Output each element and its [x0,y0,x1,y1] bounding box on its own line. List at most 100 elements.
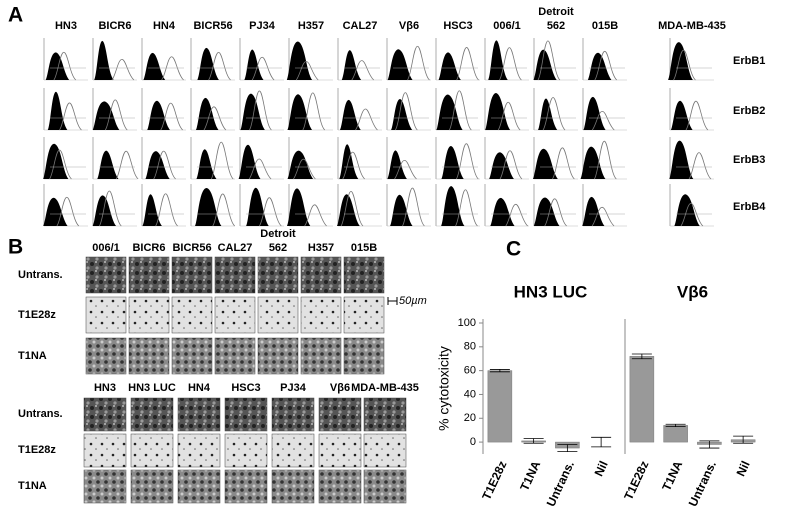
histogram-outline [505,203,529,227]
micrograph [83,397,127,432]
histogram-outline [258,197,282,227]
bar [629,356,655,443]
micrograph [224,397,268,432]
x-tick-label: Untrans. [686,459,719,509]
micrograph [224,433,268,468]
cell-line-label: H357 [298,20,324,32]
cell-line-label: HN4 [153,20,176,32]
y-tick-label: 40 [464,388,476,400]
receptor-label: ErbB2 [733,105,765,117]
histogram [339,144,359,179]
micrograph [177,469,221,504]
cell-line-label: 562 [547,20,565,32]
histogram-outline [161,56,184,81]
histogram [244,49,264,80]
histogram-outline [155,193,178,227]
histogram [533,197,560,226]
histogram [580,146,606,179]
histogram-outline [98,190,122,227]
histogram-outline [544,198,567,227]
histogram [143,52,166,80]
sample-label: HN3 LUC [128,382,176,394]
panel-label: C [506,238,521,261]
micrograph [318,433,362,468]
histogram-outline [537,40,561,81]
cell-line-label: BICR56 [193,20,232,32]
micrograph [318,397,362,432]
histogram [147,100,170,130]
histogram [43,197,68,226]
histogram-outline [355,108,378,131]
receptor-label: ErbB1 [733,55,765,67]
sample-label: 562 [269,242,287,254]
cell-line-label: CAL27 [343,20,378,32]
histogram [286,41,313,80]
histogram [390,194,413,226]
histogram-outline [249,90,272,131]
histogram-outline [104,99,128,131]
histogram [142,194,162,226]
histogram [92,195,117,226]
x-tick-label: Untrans. [544,459,577,509]
micrograph [177,433,221,468]
sample-label: HN3 [94,382,116,394]
bar [487,370,513,443]
micrograph [318,469,362,504]
sample-label: 015B [351,242,377,254]
micrograph [128,337,170,375]
histogram-outline [685,100,709,131]
histogram-outline [594,50,618,81]
histogram [195,187,222,226]
histogram-outline [59,102,82,131]
row-label: T1NA [18,350,47,362]
histogram [387,150,407,179]
bar [663,425,688,443]
histogram [287,150,314,179]
histogram-outline [248,158,272,180]
x-tick-label: T1NA [659,458,685,493]
histogram-outline [115,150,139,180]
histogram-outline [351,60,375,81]
histogram [43,143,69,179]
histogram [441,186,465,226]
micrograph [300,337,342,375]
histogram-outline [497,101,521,131]
micrograph [300,296,342,334]
histogram [287,94,313,130]
histogram-outline [394,159,417,180]
micrograph [214,256,256,294]
micrograph [85,296,127,334]
micrograph [214,337,256,375]
sample-label: 006/1 [92,242,120,254]
panel-label: A [8,4,23,27]
histogram-outline [342,151,365,180]
sample-label: BICR56 [172,242,211,254]
y-tick-label: 100 [458,317,476,329]
histogram-outline [688,152,712,180]
sample-label: Vβ6 [330,382,350,394]
histogram [336,194,360,226]
histogram [490,197,515,226]
histogram [97,150,119,179]
micrograph [171,337,213,375]
micrograph [271,397,315,432]
cell-line-label: PJ34 [249,20,276,32]
cell-line-label: HN3 [55,20,77,32]
histogram [92,101,120,130]
panel-label: B [8,236,23,259]
histogram [240,93,265,130]
histogram-outline [302,92,326,131]
histogram [485,93,511,130]
micrograph [171,256,213,294]
histogram [533,49,557,80]
chart-title: Vβ6 [677,282,708,301]
histogram [587,52,612,80]
row-label: T1NA [18,480,47,492]
micrograph [83,433,127,468]
histogram-outline [552,147,575,180]
histogram-outline [111,58,135,81]
histogram [195,97,219,130]
x-tick-label: T1E28z [621,459,651,502]
y-tick-label: 20 [464,412,476,424]
